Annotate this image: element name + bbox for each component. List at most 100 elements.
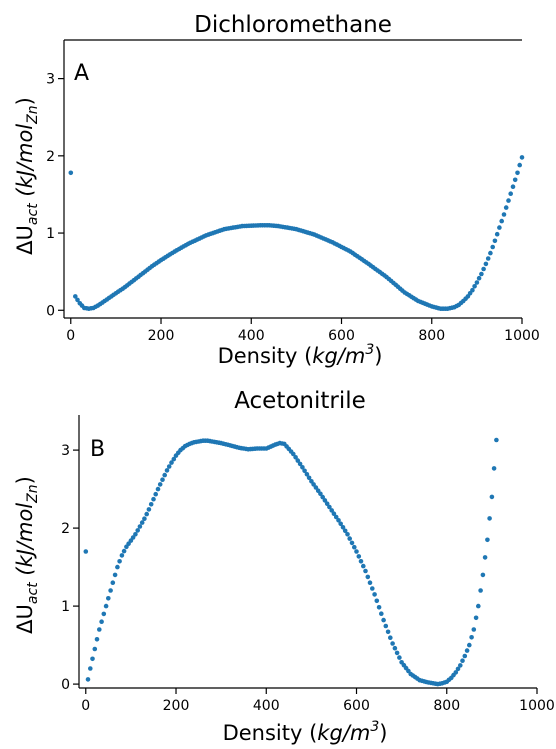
panel-b-data-point xyxy=(354,549,359,554)
panel-b-data-point xyxy=(92,646,98,652)
panel-b-data-point xyxy=(489,494,495,500)
panel-a-ticks: 0 200 400 600 800 1000 0 1 2 3 xyxy=(46,72,540,344)
panel-b-data-point xyxy=(347,536,353,541)
panel-b-data-point xyxy=(487,516,492,521)
panel-b-data-point xyxy=(320,494,326,500)
panel-a-xtick-label: 600 xyxy=(328,328,355,344)
panel-b-data-point xyxy=(94,637,100,642)
panel-b-data-point xyxy=(478,588,483,593)
panel-a-data-point xyxy=(517,162,522,168)
panel-a-xlabel-sup: 3 xyxy=(365,342,374,358)
panel-b-data-point xyxy=(108,588,113,593)
panel-b-xlabel-sup: 3 xyxy=(370,719,379,735)
panel-b-xlabel: Density (kg/m3) xyxy=(223,719,388,745)
panel-b-ylabel-sub: act xyxy=(25,582,41,604)
panel-a-xtick-label: 400 xyxy=(238,328,265,344)
panel-b-data-point xyxy=(97,627,102,632)
panel-b-xlabel-prefix: Density ( xyxy=(223,721,318,745)
panel-b-data-point xyxy=(171,456,177,462)
panel-a-data-point xyxy=(512,177,518,183)
panel-a-ytick-label: 1 xyxy=(46,226,55,242)
panel-b-data-point xyxy=(121,548,127,554)
panel-a-data-point xyxy=(68,170,74,176)
panel-b-data-point xyxy=(148,502,154,507)
panel-b-data-point xyxy=(164,468,170,473)
panel-b-data-point xyxy=(322,498,328,503)
panel-a-xlabel-suffix: ) xyxy=(374,344,382,368)
panel-a-xlabel: Density (kg/m3) xyxy=(218,342,383,368)
panel-b-data-point xyxy=(106,596,111,601)
panel-b-data-point xyxy=(139,520,145,525)
panel-b-data-point xyxy=(135,528,140,533)
panel-b-data-point xyxy=(306,475,312,481)
panel-b-data-point xyxy=(485,537,490,543)
panel-b-data-point xyxy=(349,540,355,546)
panel-b-data-point xyxy=(155,486,161,492)
panel-b-data-point xyxy=(365,574,371,580)
panel-b-data-point xyxy=(467,642,472,648)
panel-b-data-point xyxy=(383,623,389,629)
panel-a-data-point xyxy=(479,271,484,277)
panel-b-data-point xyxy=(302,468,307,474)
panel-a-data-point xyxy=(474,280,480,285)
panel-b-data-point xyxy=(390,641,395,646)
panel-a-ylabel-sub: act xyxy=(25,203,41,225)
panel-b-data-point xyxy=(361,563,366,569)
panel-b-data-point xyxy=(88,666,93,671)
panel-a-ylabel-prefix: ΔU xyxy=(13,225,37,255)
panel-b-data-point xyxy=(336,518,341,523)
panel-a-ylabel-sub2: Zn xyxy=(25,105,41,124)
panel-b-points xyxy=(83,437,499,687)
panel-a-xtick-label: 800 xyxy=(418,328,445,344)
panel-b-xlabel-unit: kg/m xyxy=(317,721,370,745)
panel-a-data-point xyxy=(490,244,496,250)
panel-b-data-point xyxy=(293,455,298,460)
panel-b-xtick-label: 400 xyxy=(253,698,280,714)
panel-b-data-point xyxy=(169,460,174,465)
panel-a-data-point xyxy=(494,231,500,237)
panel-b-data-point xyxy=(103,603,109,609)
panel-b-data-point xyxy=(157,482,163,487)
panel-b-data-point xyxy=(356,554,362,559)
panel-a-xlabel-prefix: Density ( xyxy=(218,344,313,368)
panel-b-data-point xyxy=(112,572,118,578)
panel-a-xtick-label: 0 xyxy=(66,328,75,344)
panel-b-ytick-label: 2 xyxy=(61,521,70,537)
panel-a-ytick-label: 2 xyxy=(46,149,55,165)
panel-b-title: Acetonitrile xyxy=(234,388,366,414)
panel-b-data-point xyxy=(327,504,332,510)
panel-b-data-point xyxy=(313,485,319,490)
panel-b-data-point xyxy=(367,580,373,585)
panel-b-data-point xyxy=(491,466,497,471)
panel-a-data-point xyxy=(73,294,78,299)
panel-b-data-point xyxy=(462,653,468,659)
panel-b-data-point xyxy=(119,553,125,558)
panel-a-ylabel-suffix: ) xyxy=(13,97,37,105)
panel-b-data-point xyxy=(455,666,461,672)
panel-b: Acetonitrile B 0 200 400 600 800 1000 0 1 2 3 Den… xyxy=(13,388,555,745)
panel-b-data-point xyxy=(153,491,158,497)
panel-b-data-point xyxy=(397,655,402,660)
panel-b-data-point xyxy=(464,648,470,653)
panel-a-data-point xyxy=(472,284,477,289)
panel-b-data-point xyxy=(115,564,120,570)
panel-a-xtick-label: 200 xyxy=(148,328,175,344)
panel-b-data-point xyxy=(297,461,303,467)
panel-b-data-point xyxy=(469,635,474,640)
panel-b-data-point xyxy=(370,586,375,591)
panel-b-data-point xyxy=(166,464,172,469)
panel-b-data-point xyxy=(142,516,147,521)
panel-a-ytick-label: 0 xyxy=(46,303,55,319)
panel-b-data-point xyxy=(304,472,310,477)
panel-b-xlabel-suffix: ) xyxy=(379,721,387,745)
panel-b-data-point xyxy=(388,635,393,640)
panel-b-data-point xyxy=(494,437,499,443)
panel-b-data-point xyxy=(146,507,152,512)
panel-b-data-point xyxy=(385,629,391,635)
panel-a-xlabel-unit: kg/m xyxy=(312,344,365,368)
panel-b-data-point xyxy=(291,451,296,457)
panel-a-data-point xyxy=(470,287,475,293)
panel-a-data-point xyxy=(488,250,493,256)
panel-b-data-point xyxy=(358,559,364,564)
panel-b-data-point xyxy=(117,559,122,564)
